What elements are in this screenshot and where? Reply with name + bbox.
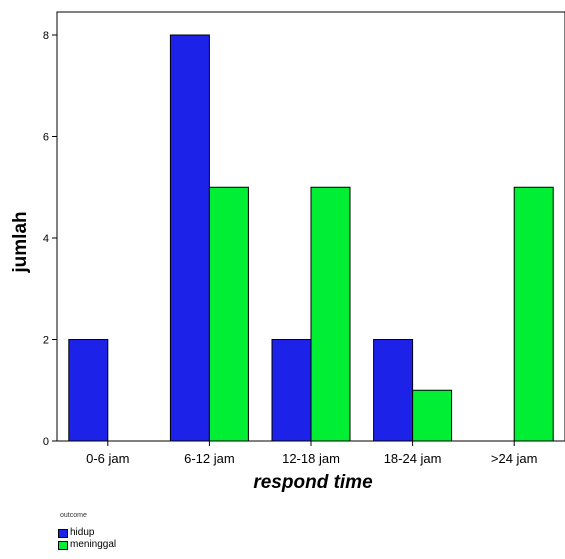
bar-hidup-1 [169, 34, 210, 442]
x-tick-label: 6-12 jam [184, 451, 235, 466]
y-tick-label: 8 [43, 30, 49, 42]
y-tick-label: 4 [43, 233, 49, 245]
y-tick-label: 6 [43, 132, 49, 144]
y-axis-title: jumlah [10, 211, 31, 273]
y-tick-label: 2 [43, 335, 49, 347]
bar-hidup-0 [68, 339, 109, 442]
bar-group [68, 34, 554, 442]
legend-swatch-hidup [58, 528, 68, 538]
x-tick-label: >24 jam [491, 451, 538, 466]
x-tick-label: 18-24 jam [384, 451, 442, 466]
x-tick-label: 0-6 jam [86, 451, 129, 466]
bar-meninggal-3 [412, 389, 453, 442]
legend-label-meninggal: meninggal [70, 539, 117, 550]
legend-title: outcome [60, 512, 87, 519]
bar-meninggal-2 [310, 186, 351, 442]
x-axis: 0-6 jam 6-12 jam 12-18 jam 18-24 jam >24 jam [86, 441, 538, 466]
bar-meninggal-1 [208, 186, 249, 442]
x-axis-title: respond time [253, 472, 373, 493]
bar-hidup-2 [271, 339, 312, 442]
bar-hidup-3 [373, 339, 414, 442]
legend-item-hidup: hidup [58, 527, 116, 539]
x-tick-label: 12-18 jam [282, 451, 340, 466]
legend-swatch-meninggal [58, 540, 68, 550]
bar-chart: 0 2 4 6 8 0-6 jam 6-12 jam 12-18 jam 18-24 jam >… [10, 11, 565, 493]
legend-label-hidup: hidup [70, 527, 95, 538]
y-axis: 0 2 4 6 8 [43, 30, 57, 448]
y-tick-label: 0 [43, 436, 49, 448]
legend: outcome hidup meninggal [58, 512, 116, 551]
bar-meninggal-4 [513, 186, 554, 442]
legend-item-meninggal: meninggal [58, 539, 116, 551]
